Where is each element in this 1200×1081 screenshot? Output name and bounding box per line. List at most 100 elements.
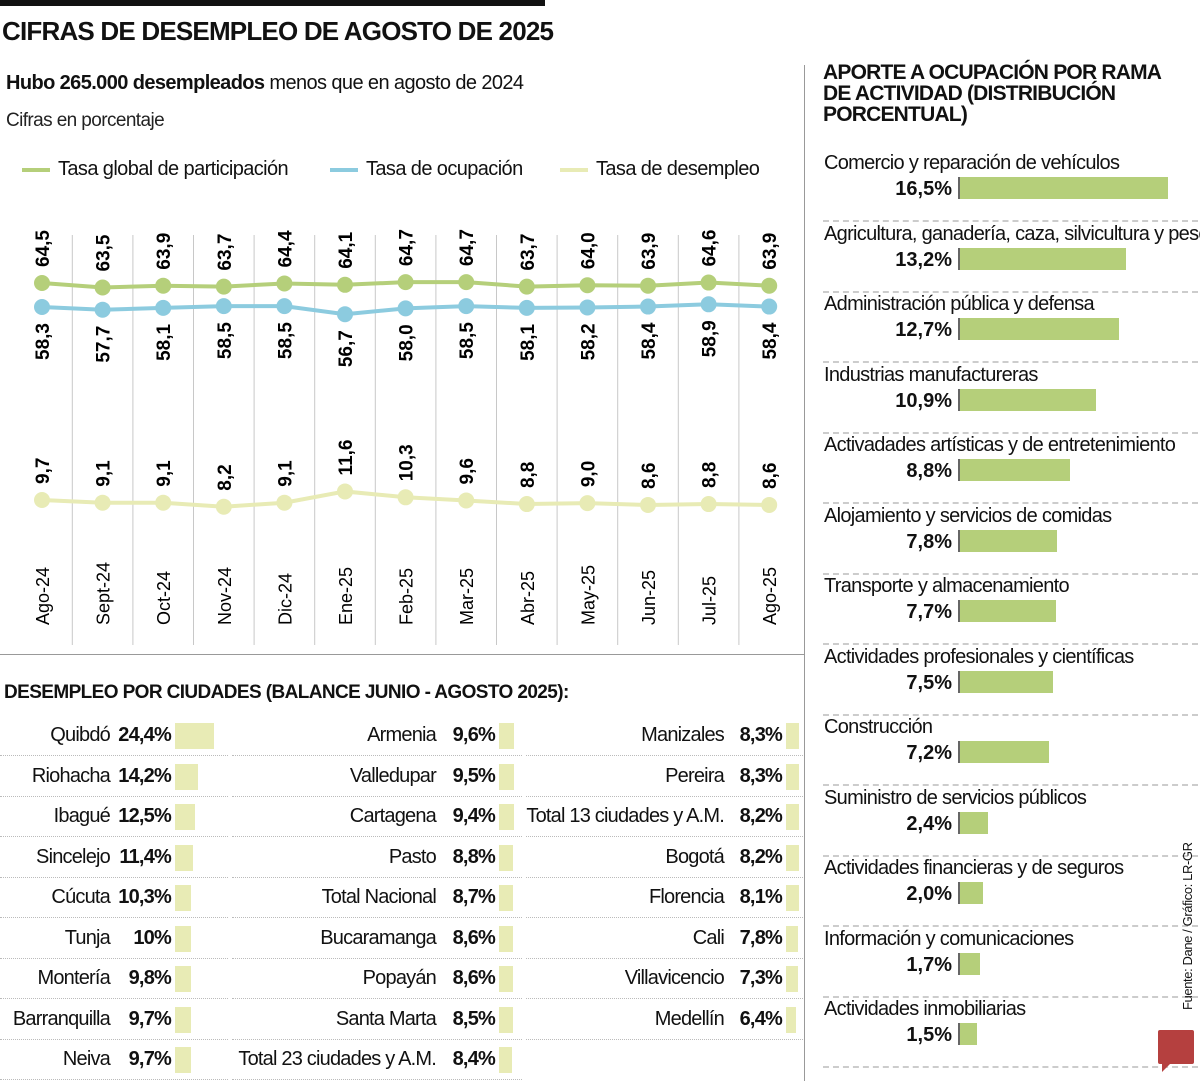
city-value: 9,4% [452,805,496,827]
sector-name: Actividades financieras y de seguros [824,857,1124,879]
data-label: 63,7 [518,234,539,271]
data-label: 8,8 [700,462,721,488]
legend-swatch [560,167,588,172]
data-point [337,306,353,323]
sector-row: Actividades profesionales y científicas 7… [823,646,1198,716]
city-value: 12,5% [118,805,172,827]
sector-value: 7,2% [906,742,952,764]
data-point [579,299,596,316]
legend-ocupacion: Tasa de ocupación [330,158,523,181]
city-bar [499,804,515,830]
x-tick-label: Ago-25 [760,567,780,625]
subtitle-bold: Hubo 265.000 desempleados [6,72,265,94]
city-row: Bogotá 8,2% [526,838,803,878]
sector-bar [958,1023,978,1045]
city-bar [786,885,799,911]
city-value: 8,6% [452,967,496,989]
legend-swatch [330,167,358,172]
data-label: 10,3 [397,444,418,481]
data-point [458,298,475,315]
city-value: 9,6% [452,724,496,746]
data-point [579,495,596,512]
x-tick-label: Abr-25 [518,571,538,625]
data-label: 64,7 [457,229,478,266]
city-name: Santa Marta [335,1007,437,1030]
data-label: 58,4 [760,322,781,359]
city-row: Popayán 8,6% [232,959,522,999]
city-row: Bucaramanga 8,6% [232,919,522,959]
x-tick-label: Feb-25 [397,568,417,625]
city-row: Ibagué 12,5% [0,797,228,837]
data-point [276,275,293,292]
city-row: Cartagena 9,4% [232,797,522,837]
city-value: 9,8% [128,967,172,989]
data-label: 8,6 [760,463,781,489]
data-label: 58,5 [457,322,478,359]
data-point [215,298,232,315]
sector-row: Administración pública y defensa 12,7% [823,293,1198,363]
city-bar [175,885,192,911]
data-label: 58,1 [154,323,175,360]
data-label: 9,0 [578,461,599,487]
data-label: 57,7 [94,326,115,363]
city-row: Total 23 ciudades y A.M. 8,4% [232,1040,522,1080]
city-name: Total 23 ciudades y A.M. [238,1048,436,1070]
data-point [640,496,656,513]
city-row: Medellín 6,4% [526,1000,803,1040]
city-name: Cali [692,926,725,949]
city-row: Neiva 9,7% [0,1040,228,1080]
city-bar [175,966,191,992]
city-value: 8,4% [452,1048,496,1070]
city-row: Barranquilla 9,7% [0,1000,228,1040]
sector-name: Transporte y almacenamiento [824,575,1070,597]
x-tick-label: Dic-24 [275,573,295,625]
sector-value: 13,2% [895,248,952,271]
city-bar [786,966,798,992]
data-point [700,274,717,291]
city-row: Santa Marta 8,5% [232,1000,522,1040]
city-row: Total 13 ciudades y A.M. 8,2% [526,797,803,837]
city-row: Valledupar 9,5% [232,757,522,797]
line-chart: 64,5 63,5 63,9 63,7 64,4 64,1 64,7 64,7 63,7 64,0… [33,229,781,645]
city-value: 9,5% [452,764,496,787]
city-bar [499,763,515,790]
data-label: 63,9 [154,233,175,270]
x-tick-label: Jul-25 [700,576,720,625]
city-name: Bucaramanga [320,926,437,949]
sector-row: Comercio y reparación de vehículos 16,5% [823,152,1198,222]
source-note: Fuente: Dane / Gráfico: LR-GR [1180,842,1195,1010]
page-title: CIFRAS DE DESEMPLEO DE AGOSTO DE 2025 [2,16,554,46]
data-point [155,494,172,511]
data-point [700,296,717,313]
sector-name: Activadades artísticas y de entretenimie… [824,434,1176,456]
sector-bar [958,600,1056,622]
sector-row: Agricultura, ganadería, caza, silvicultu… [823,222,1200,293]
data-label: 64,4 [275,230,296,267]
sector-row: Construcción 7,2% [823,716,1198,786]
data-label: 58,5 [275,322,296,359]
city-value: 8,3% [739,724,783,746]
data-point [215,278,232,295]
sector-bar [958,318,1120,340]
data-label: 63,5 [94,234,115,271]
city-bar [499,844,514,871]
data-point [518,496,535,513]
data-label: 64,7 [397,229,418,266]
city-bar [499,966,513,992]
city-bar [786,763,800,790]
sector-value: 16,5% [895,178,952,200]
sector-value: 2,0% [906,883,952,905]
data-label: 56,7 [336,330,357,367]
city-value: 8,2% [739,845,783,868]
sector-name: Agricultura, ganadería, caza, silvicultu… [824,222,1200,245]
city-bar [499,925,513,952]
x-tick-label: Jun-25 [639,570,659,625]
subtitle: Hubo 265.000 desempleados menos que en a… [6,72,524,95]
sector-bar [958,177,1168,199]
city-bar [175,1006,191,1033]
city-row: Florencia 8,1% [526,878,803,918]
sector-value: 1,7% [906,953,952,976]
x-tick-label: Nov-24 [215,567,235,625]
data-point [397,300,414,317]
city-value: 9,7% [128,1048,172,1070]
